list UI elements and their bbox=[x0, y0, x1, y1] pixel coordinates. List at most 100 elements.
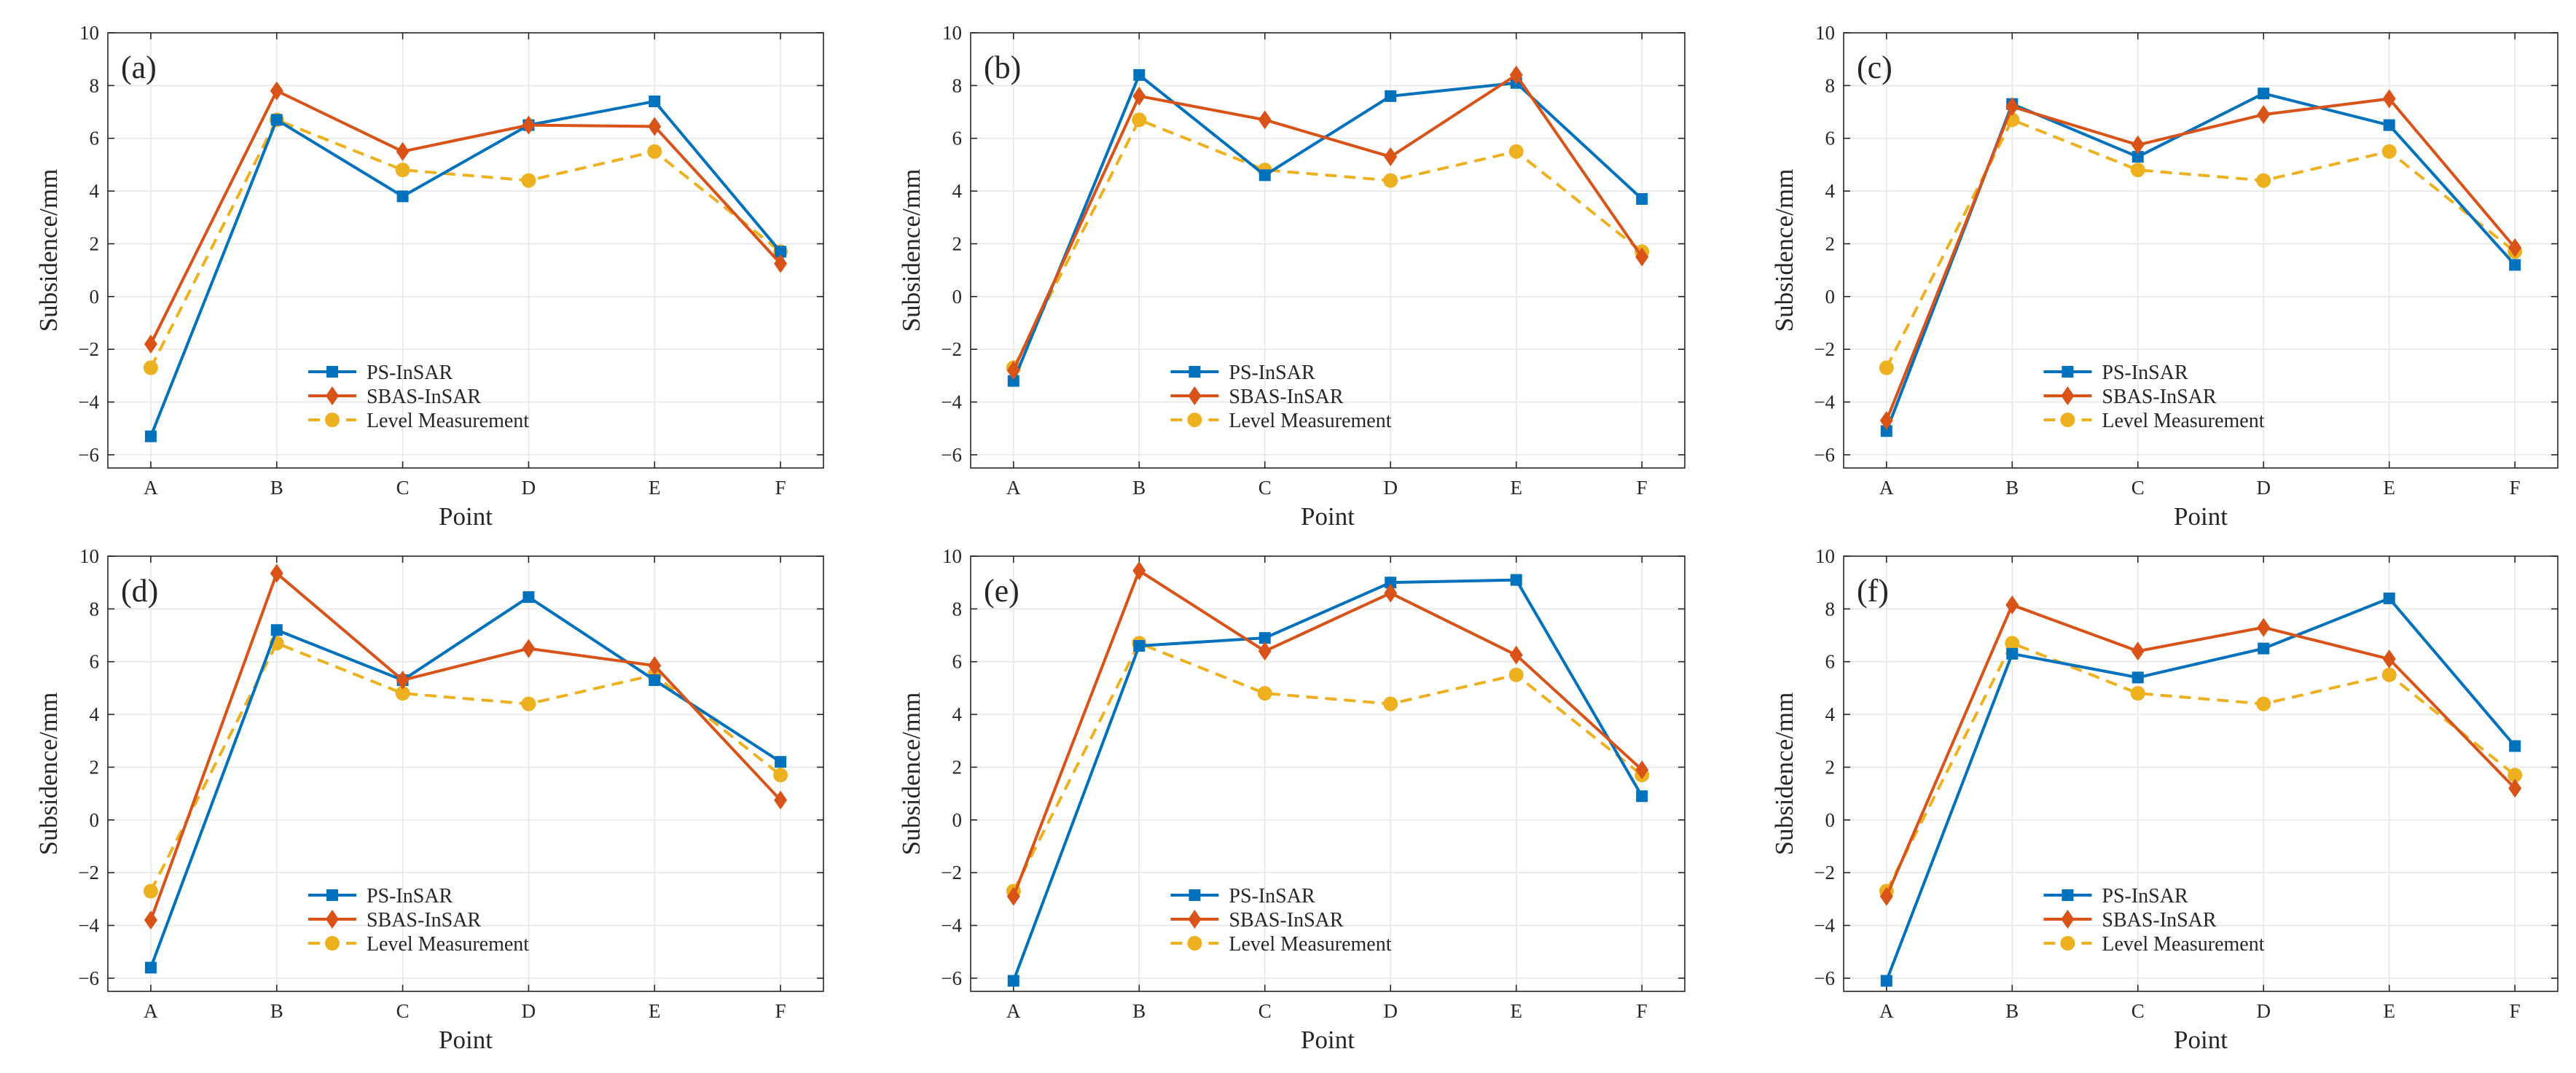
series-line bbox=[1012, 641, 1643, 892]
y-tick-label: 8 bbox=[952, 598, 963, 620]
data-point-marker bbox=[270, 563, 283, 583]
y-tick-label: 10 bbox=[1815, 22, 1835, 44]
x-axis-label: Point bbox=[1301, 1026, 1355, 1054]
data-point-marker bbox=[1258, 110, 1272, 130]
data-point-marker bbox=[1879, 886, 1893, 906]
y-axis-label: Subsidence/mm bbox=[34, 169, 63, 332]
y-tick-label: 2 bbox=[952, 756, 963, 778]
data-point-marker bbox=[395, 686, 410, 701]
series-sbas-insar bbox=[1006, 65, 1649, 381]
x-tick-label: F bbox=[775, 1000, 786, 1022]
y-tick-label: 0 bbox=[90, 286, 100, 308]
data-point-marker bbox=[2131, 151, 2144, 163]
plot-area bbox=[108, 33, 823, 468]
y-tick-label: 8 bbox=[1825, 74, 1836, 96]
data-point-marker bbox=[2257, 617, 2271, 637]
series-sbas-insar bbox=[144, 81, 788, 354]
series-sbas-insar bbox=[144, 563, 788, 930]
data-point-marker bbox=[522, 115, 536, 135]
x-tick-label: E bbox=[2383, 477, 2395, 499]
x-tick-label: A bbox=[1006, 1000, 1021, 1022]
data-point-marker bbox=[1880, 975, 1892, 987]
legend-marker bbox=[2060, 413, 2075, 427]
data-point-marker bbox=[1132, 86, 1146, 106]
y-axis-label: Subsidence/mm bbox=[34, 692, 63, 856]
y-tick-label: 6 bbox=[1825, 651, 1836, 673]
legend-marker bbox=[1188, 386, 1202, 405]
data-point-marker bbox=[1510, 574, 1522, 586]
x-tick-label: F bbox=[775, 477, 786, 499]
data-point-marker bbox=[1636, 192, 1648, 205]
data-point-marker bbox=[1258, 169, 1271, 182]
x-tick-label: F bbox=[1637, 1000, 1648, 1022]
y-tick-label: 4 bbox=[952, 703, 963, 725]
panel-e: −6 −4 −2 0 2 4 6 8 10 A B C D E F Point Subsidence/mm (e)… bbox=[897, 545, 1686, 1054]
data-point-marker bbox=[2509, 259, 2521, 271]
x-tick-label: C bbox=[2131, 477, 2145, 499]
legend-marker bbox=[2062, 366, 2074, 378]
x-tick-label: D bbox=[2256, 477, 2271, 499]
data-point-marker bbox=[1880, 425, 1892, 437]
series-line bbox=[1885, 641, 2516, 892]
y-tick-label: −6 bbox=[1814, 444, 1835, 466]
legend-marker bbox=[1188, 910, 1202, 929]
x-tick-label: A bbox=[1879, 477, 1894, 499]
panel-b: −6 −4 −2 0 2 4 6 8 10 A B C D E F Point Subsidence/mm (b)… bbox=[897, 22, 1686, 531]
axes-box bbox=[970, 555, 1686, 992]
legend-marker bbox=[324, 936, 340, 951]
data-point-marker bbox=[2382, 89, 2396, 109]
y-tick-label: 4 bbox=[952, 180, 963, 202]
data-point-marker bbox=[1508, 144, 1524, 159]
y-axis-label: Subsidence/mm bbox=[897, 169, 925, 332]
x-tick-label: B bbox=[270, 1000, 283, 1022]
series-line bbox=[1011, 578, 1643, 982]
series-sbas-insar bbox=[1006, 561, 1649, 906]
legend-label: Level Measurement bbox=[1229, 410, 1391, 432]
data-point-marker bbox=[522, 639, 536, 658]
data-point-marker bbox=[2257, 105, 2271, 125]
y-tick-label: 8 bbox=[1825, 598, 1836, 620]
x-tick-label: D bbox=[2256, 1000, 2271, 1022]
data-point-marker bbox=[1258, 641, 1272, 661]
x-tick-label: A bbox=[144, 477, 158, 499]
data-point-marker bbox=[143, 360, 158, 375]
data-point-marker bbox=[1132, 561, 1146, 580]
data-point-marker bbox=[2258, 87, 2270, 100]
data-point-marker bbox=[270, 114, 283, 126]
y-tick-label: 10 bbox=[942, 545, 962, 567]
y-tick-label: −4 bbox=[941, 915, 962, 937]
panel-tag: (d) bbox=[121, 573, 158, 609]
series-ps-insar bbox=[1007, 69, 1648, 387]
data-point-marker bbox=[1007, 375, 1019, 387]
x-tick-label: F bbox=[1637, 477, 1648, 499]
plot-area bbox=[1844, 556, 2558, 991]
y-tick-label: 2 bbox=[1825, 233, 1836, 254]
x-tick-label: B bbox=[2005, 1000, 2019, 1022]
data-point-marker bbox=[2130, 686, 2145, 701]
data-point-marker bbox=[522, 591, 535, 604]
x-tick-label: E bbox=[649, 477, 661, 499]
y-tick-label: −4 bbox=[1814, 915, 1835, 937]
x-tick-label: D bbox=[522, 477, 536, 499]
panel-d: −6 −4 −2 0 2 4 6 8 10 A B C D E F Point Subsidence/mm (d)… bbox=[34, 545, 824, 1054]
data-point-marker bbox=[521, 173, 536, 188]
y-tick-label: 4 bbox=[1825, 180, 1836, 202]
y-axis-label: Subsidence/mm bbox=[1770, 169, 1798, 332]
series-line bbox=[149, 596, 782, 969]
data-point-marker bbox=[649, 674, 661, 687]
data-point-marker bbox=[144, 334, 157, 354]
data-point-marker bbox=[648, 117, 662, 136]
y-tick-label: 0 bbox=[1825, 286, 1836, 308]
data-point-marker bbox=[1879, 360, 1894, 375]
legend-marker bbox=[2062, 889, 2074, 901]
y-tick-label: 4 bbox=[1825, 703, 1836, 725]
y-tick-label: −6 bbox=[78, 444, 99, 466]
legend-label: PS-InSAR bbox=[367, 362, 453, 384]
legend-label: SBAS-InSAR bbox=[367, 386, 481, 408]
data-point-marker bbox=[396, 141, 410, 161]
data-point-marker bbox=[1133, 640, 1146, 652]
y-tick-label: −6 bbox=[78, 967, 99, 989]
axes-box bbox=[1843, 32, 2559, 469]
data-point-marker bbox=[2256, 173, 2271, 188]
legend-label: SBAS-InSAR bbox=[1229, 386, 1343, 408]
